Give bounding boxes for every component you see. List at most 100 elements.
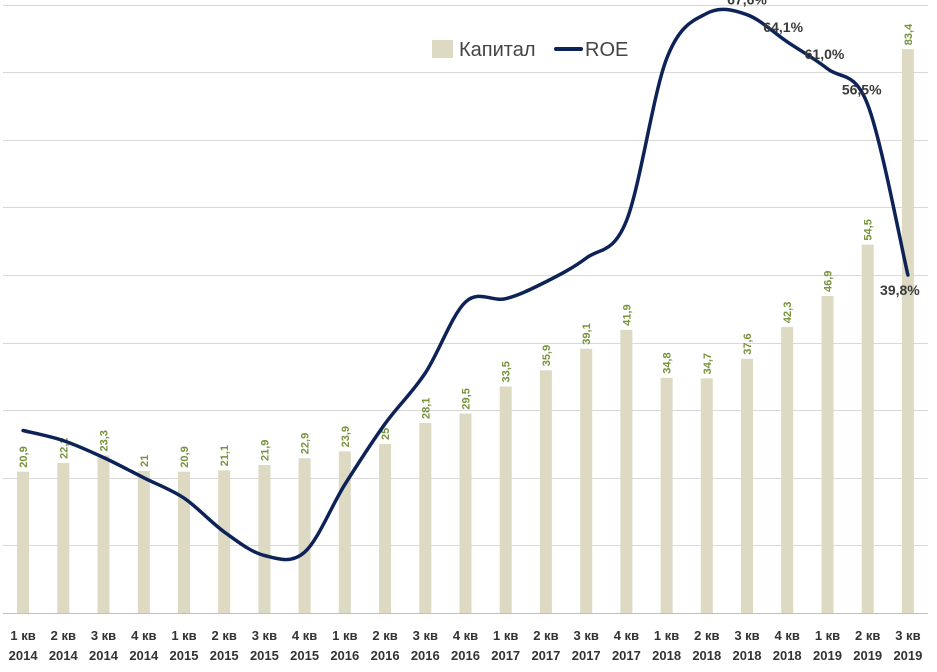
roe-line xyxy=(21,7,910,562)
capital-bar xyxy=(700,378,713,613)
x-tick-label-quarter: 1 кв xyxy=(171,628,196,643)
x-tick-label-year: 2017 xyxy=(612,648,641,663)
capital-bar xyxy=(218,470,231,613)
gridlines xyxy=(3,5,928,614)
capital-bar-label: 29,5 xyxy=(461,388,473,409)
capital-bar-label: 41,9 xyxy=(621,304,633,325)
capital-bar-label: 20,9 xyxy=(179,446,191,467)
capital-bar-label: 46,9 xyxy=(823,271,835,292)
x-tick-label-quarter: 4 кв xyxy=(453,628,478,643)
capital-bar xyxy=(178,471,190,613)
x-tick-label-quarter: 1 кв xyxy=(654,628,679,643)
capital-bar-label: 28,1 xyxy=(420,398,432,419)
x-tick-label-year: 2019 xyxy=(853,648,882,663)
capital-bar xyxy=(620,329,633,613)
capital-bar xyxy=(499,386,512,613)
x-tick-label-year: 2018 xyxy=(692,648,721,663)
capital-bar xyxy=(741,358,753,613)
x-tick-label-quarter: 3 кв xyxy=(91,628,116,643)
x-tick-label-year: 2017 xyxy=(491,648,520,663)
roe-labels: 67,6% 64,1%61,0% 56,5% 39,8% xyxy=(727,0,920,298)
capital-bar-label: 42,3 xyxy=(782,302,794,323)
capital-bar-label: 39,1 xyxy=(581,323,593,344)
x-tick-label-quarter: 3 кв xyxy=(252,628,277,643)
roe-data-label: 64,1% xyxy=(763,19,803,35)
x-tick-label-year: 2014 xyxy=(129,648,159,663)
capital-bar xyxy=(580,348,593,613)
x-tick-label-quarter: 4 кв xyxy=(775,628,800,643)
capital-bar-label: 54,5 xyxy=(863,219,875,240)
x-tick-label-quarter: 4 кв xyxy=(131,628,156,643)
capital-bar-label: 23,9 xyxy=(340,426,352,447)
x-tick-label-quarter: 2 кв xyxy=(372,628,397,643)
capital-bar-label: 23,3 xyxy=(99,430,111,451)
x-tick-label-year: 2018 xyxy=(773,648,802,663)
capital-bar-label: 20,9 xyxy=(18,446,30,467)
legend: Капитал ROE xyxy=(432,39,628,61)
capital-bar xyxy=(861,244,874,613)
capital-bar xyxy=(17,471,30,613)
roe-line-group xyxy=(21,7,910,562)
capital-bar-label: 34,7 xyxy=(702,353,714,374)
capital-bar xyxy=(781,327,794,613)
x-tick-label-year: 2017 xyxy=(531,648,560,663)
capital-bar xyxy=(258,465,271,613)
x-tick-label-quarter: 2 кв xyxy=(212,628,237,643)
x-tick-label-year: 2019 xyxy=(893,648,922,663)
x-tick-label-quarter: 1 кв xyxy=(332,628,357,643)
capital-bar-label: 21,9 xyxy=(259,440,271,461)
capital-bar-label: 34,8 xyxy=(662,352,674,373)
capital-bar xyxy=(539,370,552,613)
x-tick-label-year: 2014 xyxy=(9,648,39,663)
x-tick-label-year: 2016 xyxy=(411,648,440,663)
x-tick-label-year: 2016 xyxy=(451,648,480,663)
capital-bar-label: 33,5 xyxy=(501,361,513,382)
capital-bar-labels: 20,9 22,2 23,321 20,9 21,1 21,9 22,9 23,9 2528,1… xyxy=(18,23,915,468)
capital-bar xyxy=(137,471,150,613)
capital-bar-label: 25 xyxy=(380,428,392,440)
x-tick-label-quarter: 4 кв xyxy=(614,628,639,643)
x-tick-label-quarter: 2 кв xyxy=(533,628,558,643)
x-tick-label-year: 2015 xyxy=(250,648,279,663)
x-tick-label-year: 2019 xyxy=(813,648,842,663)
x-tick-label-year: 2018 xyxy=(652,648,681,663)
capital-bar-label: 21 xyxy=(139,455,151,467)
x-tick-label-year: 2014 xyxy=(89,648,119,663)
x-tick-label-year: 2016 xyxy=(330,648,359,663)
x-tick-label-quarter: 3 кв xyxy=(413,628,438,643)
capital-bar-label: 22,9 xyxy=(300,433,312,454)
capital-bar xyxy=(459,413,472,613)
capital-bar-label: 83,4 xyxy=(903,23,915,45)
capital-bar xyxy=(901,49,914,613)
capital-bar xyxy=(298,458,311,613)
x-tick-label-year: 2016 xyxy=(371,648,400,663)
x-tick-label-quarter: 1 кв xyxy=(493,628,518,643)
x-tick-label-quarter: 3 кв xyxy=(734,628,759,643)
x-tick-label-year: 2015 xyxy=(170,648,199,663)
capital-bar-label: 37,6 xyxy=(742,333,754,354)
capital-bar xyxy=(660,377,673,613)
legend-label-capital: Капитал xyxy=(459,39,536,61)
x-tick-label-quarter: 2 кв xyxy=(855,628,880,643)
x-tick-label-year: 2015 xyxy=(290,648,319,663)
x-tick-label-quarter: 3 кв xyxy=(895,628,920,643)
capital-bar xyxy=(821,296,834,613)
x-axis-tick-labels: 1 кв 2014 2 кв 2014 3 кв 2014 4 кв 2014 1 кв 2015… xyxy=(9,628,923,663)
x-tick-label-quarter: 3 кв xyxy=(574,628,599,643)
capital-bar xyxy=(379,444,392,613)
x-tick-label-quarter: 4 кв xyxy=(292,628,317,643)
x-tick-label-year: 2015 xyxy=(210,648,239,663)
capital-bar xyxy=(97,455,110,613)
x-tick-label-year: 2017 xyxy=(572,648,601,663)
roe-data-label: 61,0% xyxy=(805,46,845,62)
roe-data-label: 67,6% xyxy=(727,0,767,8)
x-tick-label-year: 2014 xyxy=(49,648,79,663)
legend-label-roe: ROE xyxy=(585,39,628,61)
capital-bar-label: 35,9 xyxy=(541,345,553,366)
capital-bar-label: 21,1 xyxy=(219,445,231,466)
capital-bar xyxy=(57,462,70,613)
capital-bar xyxy=(419,423,432,613)
x-tick-label-quarter: 2 кв xyxy=(51,628,76,643)
x-tick-label-year: 2018 xyxy=(733,648,762,663)
